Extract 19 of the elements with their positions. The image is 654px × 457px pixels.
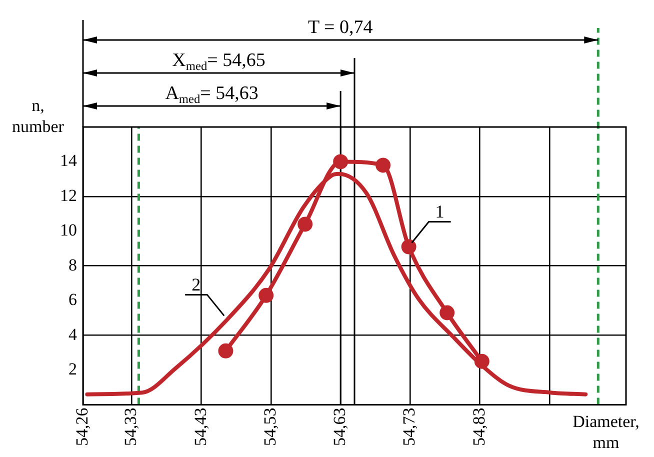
x-tick-label: 54,73 — [400, 408, 419, 446]
y-tick-label: 6 — [68, 290, 77, 310]
y-tick-label: 14 — [60, 151, 78, 170]
x-tick-label: 54,33 — [121, 408, 140, 446]
x-tick-label: 54,63 — [330, 408, 350, 446]
text: T = 0,74 — [308, 17, 374, 38]
y-tick-label: 2 — [68, 360, 77, 378]
x-tick-label: 54,43 — [190, 408, 210, 446]
y-tick-label: 12 — [60, 186, 77, 205]
y-axis-title: n, number — [12, 96, 64, 136]
y-tick-label: 8 — [68, 255, 77, 274]
x-tick-label: 54,83 — [469, 408, 488, 446]
x-tick-label: 54,26 — [72, 408, 92, 446]
text: 2 — [192, 274, 201, 294]
series-label: 1 — [435, 202, 444, 222]
y-tick-label: 10 — [60, 220, 77, 240]
x-axis-title: Diameter, mm — [572, 412, 640, 452]
x-tick-label: 54,53 — [260, 408, 280, 446]
y-tick-label: 4 — [68, 324, 78, 344]
